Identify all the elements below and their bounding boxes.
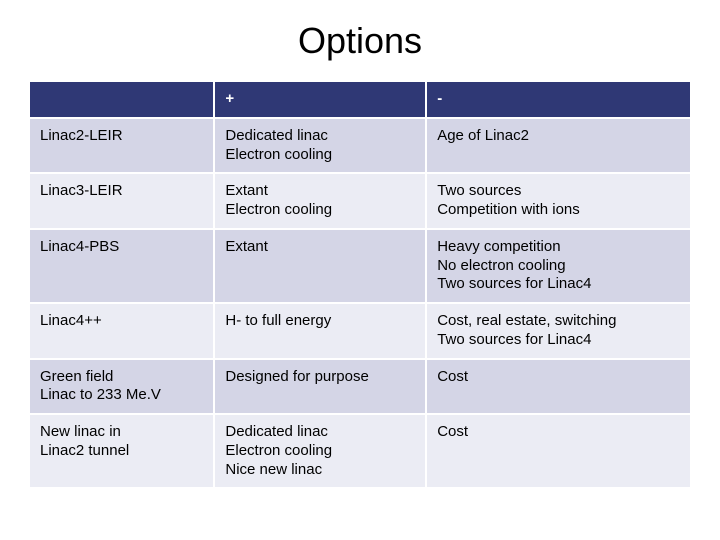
slide-title: Options [28, 20, 692, 62]
col-header-2: - [426, 81, 691, 118]
table-cell: Dedicated linacElectron coolingNice new … [214, 414, 426, 488]
cell-line: Linac3-LEIR [40, 182, 203, 201]
table-cell: Age of Linac2 [426, 118, 691, 174]
table-cell: New linac inLinac2 tunnel [29, 414, 214, 488]
cell-line: Linac2-LEIR [40, 127, 203, 146]
cell-line: Two sources for Linac4 [437, 331, 680, 350]
cell-line: Competition with ions [437, 201, 680, 220]
cell-line: Nice new linac [225, 461, 415, 480]
table-cell: ExtantElectron cooling [214, 173, 426, 229]
cell-line: New linac in [40, 423, 203, 442]
table-row: Green fieldLinac to 233 Me.V Designed for… [29, 359, 691, 415]
table-cell: Green fieldLinac to 233 Me.V [29, 359, 214, 415]
cell-line: Electron cooling [225, 201, 415, 220]
table-cell: Extant [214, 229, 426, 303]
options-table: + - Linac2-LEIRDedicated linacElectron c… [28, 80, 692, 489]
table-cell: Cost [426, 359, 691, 415]
table-body: Linac2-LEIRDedicated linacElectron cooli… [29, 118, 691, 489]
cell-line: Linac2 tunnel [40, 442, 203, 461]
cell-line: Electron cooling [225, 442, 415, 461]
col-header-0 [29, 81, 214, 118]
table-cell: Linac4-PBS [29, 229, 214, 303]
cell-line: Extant [225, 238, 415, 257]
cell-line: Green field [40, 368, 203, 387]
cell-line: Age of Linac2 [437, 127, 680, 146]
cell-line: Linac4++ [40, 312, 203, 331]
table-row: Linac4-PBS Extant Heavy competitionNo elec… [29, 229, 691, 303]
cell-line: Linac4-PBS [40, 238, 203, 257]
col-header-1: + [214, 81, 426, 118]
cell-line: Dedicated linac [225, 127, 415, 146]
table-cell: Cost, real estate, switchingTwo sources … [426, 303, 691, 359]
slide: Options + - Linac2-LEIRDedicated linacEl… [0, 0, 720, 540]
cell-line: Two sources for Linac4 [437, 275, 680, 294]
cell-line: Cost, real estate, switching [437, 312, 680, 331]
cell-line: Linac to 233 Me.V [40, 386, 203, 405]
table-cell: Linac2-LEIR [29, 118, 214, 174]
table-header: + - [29, 81, 691, 118]
cell-line: Extant [225, 182, 415, 201]
cell-line: No electron cooling [437, 257, 680, 276]
table-cell: H- to full energy [214, 303, 426, 359]
cell-line: Cost [437, 368, 680, 387]
table-cell: Heavy competitionNo electron coolingTwo … [426, 229, 691, 303]
cell-line: Heavy competition [437, 238, 680, 257]
table-cell: Dedicated linacElectron cooling [214, 118, 426, 174]
table-row: Linac4++ H- to full energy Cost, real esta… [29, 303, 691, 359]
cell-line: Designed for purpose [225, 368, 415, 387]
table-cell: Cost [426, 414, 691, 488]
table-row: Linac3-LEIRExtantElectron coolingTwo sou… [29, 173, 691, 229]
table-cell: Designed for purpose [214, 359, 426, 415]
cell-line: H- to full energy [225, 312, 415, 331]
table-cell: Two sourcesCompetition with ions [426, 173, 691, 229]
table-row: New linac inLinac2 tunnelDedicated linac… [29, 414, 691, 488]
cell-line: Cost [437, 423, 680, 442]
cell-line: Two sources [437, 182, 680, 201]
cell-line: Dedicated linac [225, 423, 415, 442]
table-row: Linac2-LEIR Dedicated linacElectron cooli… [29, 118, 691, 174]
cell-line: Electron cooling [225, 146, 415, 165]
table-cell: Linac3-LEIR [29, 173, 214, 229]
table-cell: Linac4++ [29, 303, 214, 359]
